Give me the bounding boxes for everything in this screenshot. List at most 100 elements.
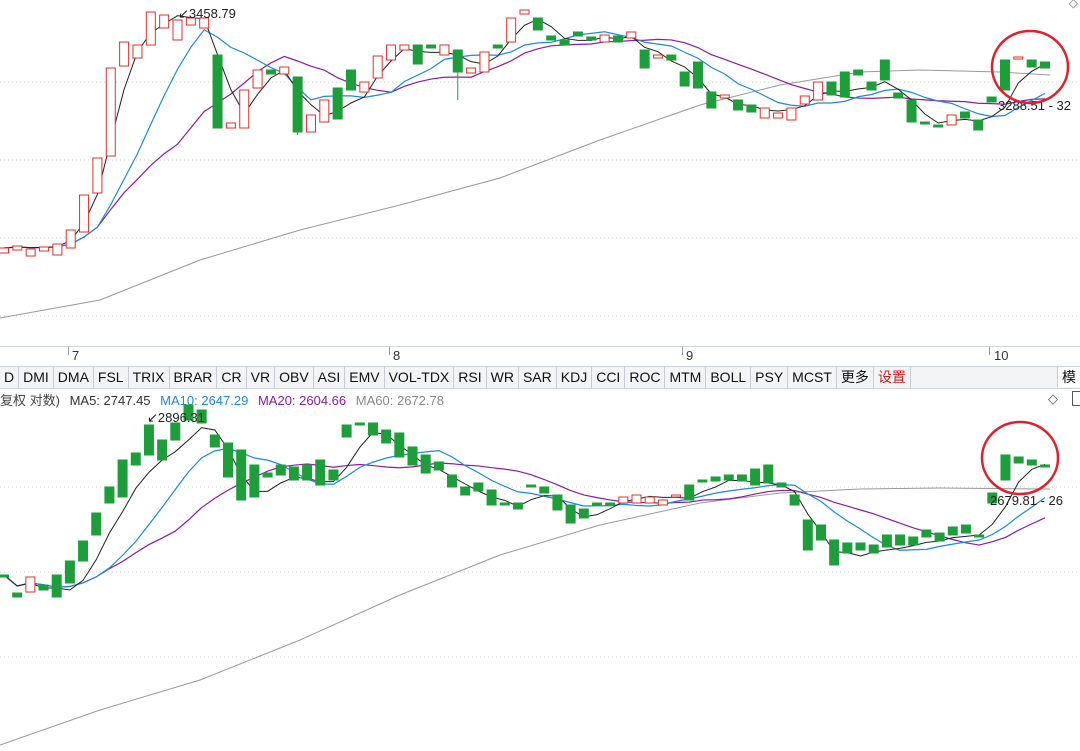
candle-body xyxy=(539,486,550,494)
candle-body xyxy=(605,502,616,506)
tab-mcst[interactable]: MCST xyxy=(788,367,837,388)
candle-body xyxy=(657,499,668,506)
candle-body xyxy=(906,99,917,123)
candle-body xyxy=(572,31,583,37)
candle-body xyxy=(921,529,932,538)
tab-mode[interactable]: 模 xyxy=(1057,367,1080,387)
candle-body xyxy=(679,71,690,87)
candle-body xyxy=(565,504,576,524)
candle-body xyxy=(292,76,303,133)
candle-body xyxy=(671,494,682,498)
candle-body xyxy=(386,44,397,61)
candle-body xyxy=(492,44,503,49)
highlight-circle xyxy=(980,420,1060,496)
candle-body xyxy=(381,429,392,444)
candle-body xyxy=(447,474,458,488)
candle-body xyxy=(868,544,879,554)
candle-body xyxy=(526,484,537,488)
tab-obv[interactable]: OBV xyxy=(275,367,314,388)
tab-vol-tdx[interactable]: VOL-TDX xyxy=(385,367,455,388)
tab-设置[interactable]: 设置 xyxy=(874,367,911,388)
diamond-icon[interactable]: ◇ xyxy=(1068,0,1078,10)
candle-body xyxy=(420,454,431,474)
candle-body xyxy=(236,449,247,501)
candle-body xyxy=(1000,454,1011,481)
candle-body xyxy=(1026,59,1037,68)
candle-body xyxy=(1013,56,1024,60)
candle-body xyxy=(759,107,770,119)
candle-body xyxy=(132,44,143,59)
tab-trix[interactable]: TRIX xyxy=(129,367,170,388)
diamond-icon[interactable]: ◇ xyxy=(1048,391,1058,406)
ma10-line xyxy=(3,447,1046,588)
tab-boll[interactable]: BOLL xyxy=(706,367,752,388)
tick-label-9: 9 xyxy=(686,348,694,363)
tab-vr[interactable]: VR xyxy=(247,367,276,388)
candle-body xyxy=(853,69,864,76)
tab-emv[interactable]: EMV xyxy=(345,367,385,388)
candle-body xyxy=(813,81,824,101)
candle-body xyxy=(506,17,517,43)
candle-body xyxy=(986,96,997,103)
tab-cci[interactable]: CCI xyxy=(592,367,626,388)
candle-body xyxy=(407,446,418,466)
ma20-line xyxy=(3,38,1046,249)
candle-body xyxy=(117,459,128,498)
candle-body xyxy=(79,194,90,233)
indicator-tabs: D DMI DMA FSL TRIX BRAR CR VR OBV ASI EMV VOL-TDX RS… xyxy=(0,367,911,388)
tab-dma[interactable]: DMA xyxy=(54,367,94,388)
candle-body xyxy=(38,584,49,591)
candle-body xyxy=(12,245,23,251)
tab-cr[interactable]: CR xyxy=(217,367,247,388)
ma-legend: 复权 对数) MA5: 2747.45 MA10: 2647.29 MA20: … xyxy=(0,390,450,409)
tab-roc[interactable]: ROC xyxy=(625,367,666,388)
indicator-tab-bar: D DMI DMA FSL TRIX BRAR CR VR OBV ASI EMV VOL-TDX RS… xyxy=(0,366,1080,389)
tab-kdj[interactable]: KDJ xyxy=(557,367,593,388)
candle-body xyxy=(895,534,906,546)
tab-sar[interactable]: SAR xyxy=(519,367,557,388)
tab-dmi[interactable]: DMI xyxy=(19,367,54,388)
tab-fsl[interactable]: FSL xyxy=(94,367,129,388)
tab-psy[interactable]: PSY xyxy=(751,367,789,388)
candle-body xyxy=(1040,61,1050,69)
tab-更多[interactable]: 更多 xyxy=(837,367,874,388)
candle-body xyxy=(367,422,378,436)
ma20-line xyxy=(3,462,1046,588)
candle-body xyxy=(315,459,326,486)
candle-body xyxy=(933,124,944,128)
candle-body xyxy=(693,61,703,89)
candle-body xyxy=(723,474,734,481)
candle-body xyxy=(412,44,423,65)
tab-wr[interactable]: WR xyxy=(487,367,519,388)
candle-body xyxy=(559,39,570,46)
candle-body xyxy=(639,49,650,69)
tick-label-7: 7 xyxy=(72,348,80,363)
tab-d[interactable]: D xyxy=(0,367,20,388)
ma10-line xyxy=(3,28,1046,249)
tab-asi[interactable]: ASI xyxy=(314,367,346,388)
candle-body xyxy=(829,539,840,566)
candle-body xyxy=(974,534,985,538)
tick-mark xyxy=(989,347,990,355)
tick-label-8: 8 xyxy=(393,348,401,363)
candle-body xyxy=(262,472,273,478)
candle-body xyxy=(479,51,490,73)
candle-body xyxy=(879,59,890,81)
tab-mtm[interactable]: MTM xyxy=(665,367,707,388)
tab-rsi[interactable]: RSI xyxy=(454,367,487,388)
candle-body xyxy=(842,542,853,554)
candle-body xyxy=(104,486,115,504)
candle-body xyxy=(512,502,523,510)
tab-brar[interactable]: BRAR xyxy=(170,367,218,388)
candle-body xyxy=(652,54,663,59)
candle-body xyxy=(279,66,290,75)
candle-body xyxy=(91,512,102,536)
candle-body xyxy=(265,69,276,75)
candle-body xyxy=(0,247,9,254)
panel-box-icon[interactable] xyxy=(1072,391,1080,406)
candle-body xyxy=(532,17,543,31)
last-price-label: 3288.51 - 32 xyxy=(998,98,1071,113)
candle-body xyxy=(399,44,410,51)
candle-body xyxy=(39,246,50,252)
candle-body xyxy=(789,494,800,506)
